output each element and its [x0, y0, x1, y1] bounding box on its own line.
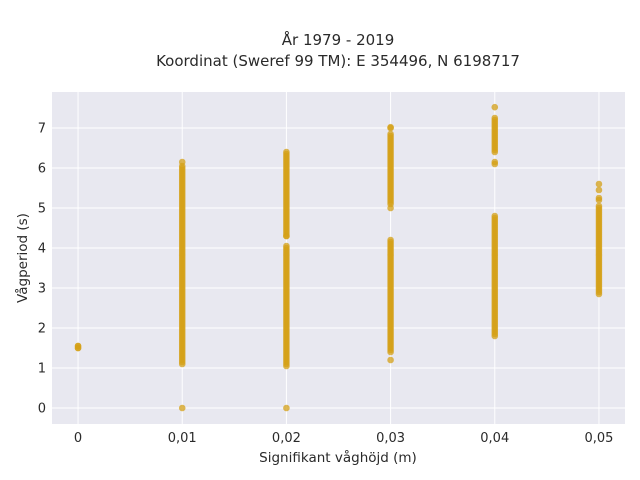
y-tick-label: 3: [38, 282, 46, 297]
x-tick-label: 0: [74, 431, 82, 446]
plot-area: [52, 92, 625, 424]
y-axis-label: Vågperiod (s): [14, 213, 31, 303]
data-point: [491, 158, 499, 166]
data-point: [387, 130, 394, 138]
data-point: [178, 404, 186, 412]
chart-title-line1: År 1979 - 2019: [282, 30, 395, 49]
data-points: [74, 103, 603, 412]
x-tick-label: 0,01: [168, 431, 197, 446]
y-tick-label: 4: [38, 242, 46, 257]
data-point: [387, 236, 394, 244]
x-tick-label: 0,05: [584, 431, 613, 446]
data-point: [595, 202, 603, 210]
data-point: [491, 103, 499, 111]
data-point: [387, 204, 394, 212]
y-tick-label: 2: [38, 322, 46, 337]
data-point: [283, 404, 290, 412]
y-tick-label: 1: [38, 362, 46, 377]
y-tick-label: 6: [38, 162, 46, 177]
data-point: [491, 114, 499, 122]
data-point: [74, 342, 82, 350]
x-tick-labels: 0 0,01 0,02 0,03 0,04 0,05: [74, 431, 614, 446]
data-point: [178, 158, 186, 166]
data-point: [595, 186, 603, 194]
y-tick-labels: 0 1 2 3 4 5 6 7: [38, 122, 46, 417]
chart-title-line2: Koordinat (Sweref 99 TM): E 354496, N 61…: [156, 52, 520, 70]
data-point: [387, 123, 394, 131]
x-tick-label: 0,03: [376, 431, 405, 446]
x-tick-label: 0,02: [272, 431, 301, 446]
y-tick-label: 5: [38, 202, 46, 217]
data-point: [387, 356, 394, 364]
data-point: [595, 194, 603, 202]
x-axis-label: Signifikant våghöjd (m): [259, 449, 417, 466]
y-tick-label: 0: [38, 402, 46, 417]
data-point: [283, 148, 290, 156]
x-tick-label: 0,04: [480, 431, 509, 446]
data-point: [491, 212, 499, 220]
data-point: [595, 180, 603, 188]
data-point: [283, 242, 290, 250]
y-tick-label: 7: [38, 122, 46, 137]
